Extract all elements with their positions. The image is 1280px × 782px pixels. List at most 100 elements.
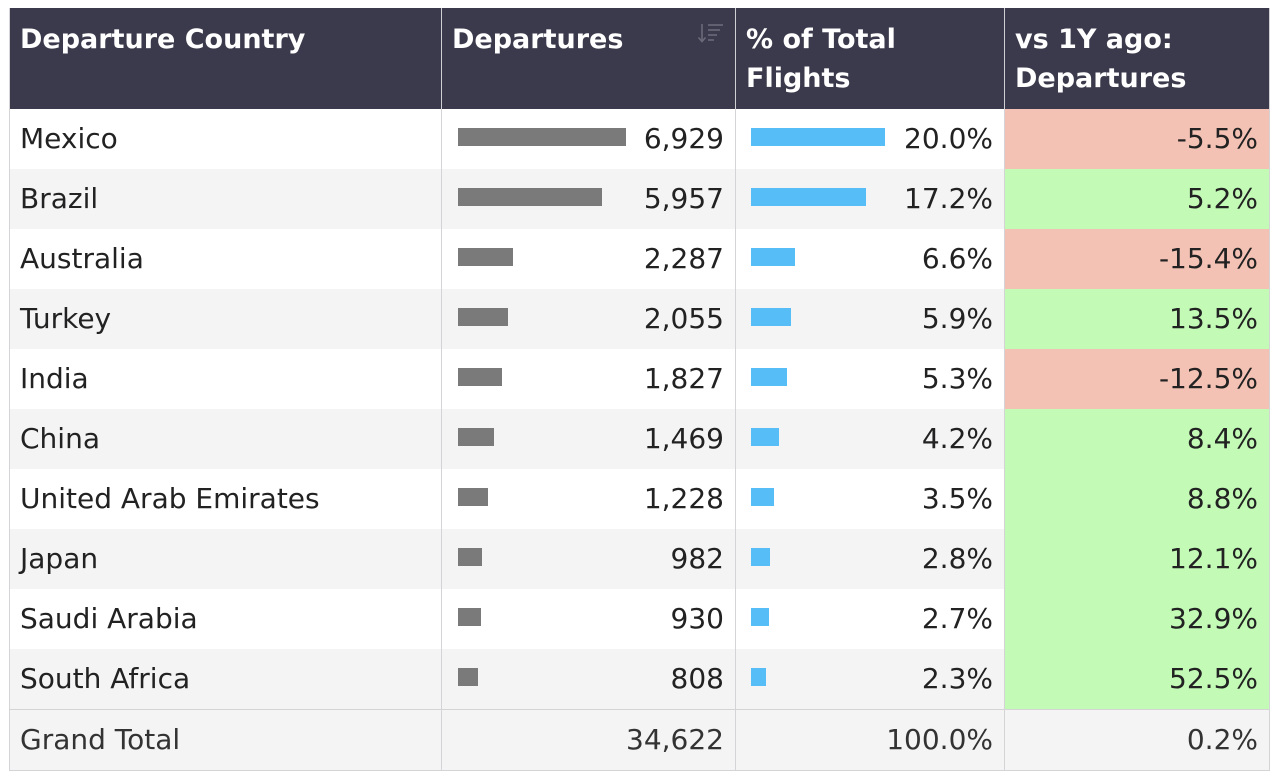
country-cell: Turkey bbox=[10, 289, 442, 349]
departures-value: 1,228 bbox=[643, 482, 724, 515]
pct-total-value: 5.9% bbox=[921, 302, 993, 335]
yoy-value: 8.8% bbox=[1186, 482, 1258, 515]
pct-total-cell: 2.7% bbox=[736, 589, 1005, 649]
departures-value: 808 bbox=[670, 662, 724, 695]
pct-total-cell: 20.0% bbox=[736, 109, 1005, 169]
departures-cell: 1,228 bbox=[442, 469, 736, 529]
pct-total-cell: 6.6% bbox=[736, 229, 1005, 289]
pct-total-value: 17.2% bbox=[904, 182, 993, 215]
departures-cell: 1,827 bbox=[442, 349, 736, 409]
pct-total-cell: 2.8% bbox=[736, 529, 1005, 589]
country-name: Saudi Arabia bbox=[20, 602, 198, 635]
header-country[interactable]: Departure Country bbox=[10, 8, 442, 109]
departures-cell: 34,622 bbox=[442, 710, 736, 770]
country-cell: India bbox=[10, 349, 442, 409]
header-pct-total[interactable]: % of Total Flights bbox=[736, 8, 1005, 109]
departures-value: 930 bbox=[670, 602, 724, 635]
departures-bar bbox=[458, 428, 494, 446]
table-row: Brazil 5,957 17.2% 5.2% bbox=[10, 169, 1270, 229]
pct-total-cell: 5.3% bbox=[736, 349, 1005, 409]
country-name: India bbox=[20, 362, 89, 395]
pct-total-value: 6.6% bbox=[921, 242, 993, 275]
table-row: Turkey 2,055 5.9% 13.5% bbox=[10, 289, 1270, 349]
pct-total-bar bbox=[751, 608, 770, 626]
grand-total-row: Grand Total 34,622 100.0% 0.2% bbox=[10, 709, 1270, 770]
header-pct-total-label: % of Total Flights bbox=[746, 24, 896, 94]
departures-bar bbox=[458, 488, 488, 506]
sort-descending-icon[interactable] bbox=[697, 22, 725, 44]
country-cell: Australia bbox=[10, 229, 442, 289]
country-name: China bbox=[20, 422, 100, 455]
yoy-cell: 0.2% bbox=[1005, 710, 1270, 770]
country-cell: United Arab Emirates bbox=[10, 469, 442, 529]
departures-cell: 808 bbox=[442, 649, 736, 709]
pct-total-cell: 3.5% bbox=[736, 469, 1005, 529]
table-header: Departure Country Departures % of Total Fl… bbox=[10, 8, 1270, 109]
country-name: Japan bbox=[20, 542, 99, 575]
country-cell: South Africa bbox=[10, 649, 442, 709]
grand-total-label: Grand Total bbox=[20, 723, 181, 756]
table-row: Saudi Arabia 930 2.7% 32.9% bbox=[10, 589, 1270, 649]
pct-total-value: 20.0% bbox=[904, 122, 993, 155]
table-row: Mexico 6,929 20.0% -5.5% bbox=[10, 109, 1270, 169]
departures-bar bbox=[458, 608, 481, 626]
departures-value: 2,287 bbox=[643, 242, 724, 275]
yoy-value: 13.5% bbox=[1169, 302, 1258, 335]
country-cell: Saudi Arabia bbox=[10, 589, 442, 649]
pct-total-value: 2.7% bbox=[921, 602, 993, 635]
table-row: China 1,469 4.2% 8.4% bbox=[10, 409, 1270, 469]
departures-bar bbox=[458, 368, 503, 386]
yoy-value: -12.5% bbox=[1158, 362, 1258, 395]
pct-total-value: 3.5% bbox=[921, 482, 993, 515]
departures-cell: 1,469 bbox=[442, 409, 736, 469]
departures-bar bbox=[458, 668, 478, 686]
country-name: United Arab Emirates bbox=[20, 482, 320, 515]
departures-bar bbox=[458, 248, 514, 266]
pct-total-cell: 4.2% bbox=[736, 409, 1005, 469]
pct-total-cell: 17.2% bbox=[736, 169, 1005, 229]
yoy-value: 32.9% bbox=[1169, 602, 1258, 635]
pct-total-bar bbox=[751, 668, 767, 686]
departures-bar bbox=[458, 308, 508, 326]
departures-bar bbox=[458, 548, 482, 566]
departures-value: 2,055 bbox=[643, 302, 724, 335]
pct-total-value: 4.2% bbox=[921, 422, 993, 455]
country-name: Turkey bbox=[20, 302, 112, 335]
header-yoy[interactable]: vs 1Y ago: Departures bbox=[1005, 8, 1270, 109]
yoy-cell: 13.5% bbox=[1005, 289, 1270, 349]
yoy-cell: 12.1% bbox=[1005, 529, 1270, 589]
yoy-value: -15.4% bbox=[1158, 242, 1258, 275]
pct-total-bar bbox=[751, 428, 780, 446]
pct-total-bar bbox=[751, 488, 775, 506]
country-cell: Grand Total bbox=[10, 710, 442, 770]
country-name: Mexico bbox=[20, 122, 118, 155]
header-yoy-label: vs 1Y ago: Departures bbox=[1015, 24, 1187, 94]
pct-total-bar bbox=[751, 188, 867, 206]
yoy-value: 12.1% bbox=[1169, 542, 1258, 575]
yoy-cell: -15.4% bbox=[1005, 229, 1270, 289]
country-cell: China bbox=[10, 409, 442, 469]
header-departures[interactable]: Departures bbox=[442, 8, 736, 109]
table-row: Japan 982 2.8% 12.1% bbox=[10, 529, 1270, 589]
departures-table: Departure Country Departures % of Total Fl… bbox=[9, 8, 1270, 771]
departures-value: 6,929 bbox=[643, 122, 724, 155]
pct-total-value: 2.3% bbox=[921, 662, 993, 695]
yoy-cell: -12.5% bbox=[1005, 349, 1270, 409]
departures-cell: 982 bbox=[442, 529, 736, 589]
departures-value: 34,622 bbox=[626, 723, 724, 756]
pct-total-bar bbox=[751, 368, 787, 386]
pct-total-value: 5.3% bbox=[921, 362, 993, 395]
yoy-value: -5.5% bbox=[1176, 122, 1258, 155]
table-row: India 1,827 5.3% -12.5% bbox=[10, 349, 1270, 409]
yoy-cell: -5.5% bbox=[1005, 109, 1270, 169]
yoy-value: 0.2% bbox=[1186, 723, 1258, 756]
yoy-cell: 52.5% bbox=[1005, 649, 1270, 709]
departures-cell: 930 bbox=[442, 589, 736, 649]
pct-total-value: 100.0% bbox=[886, 723, 993, 756]
pct-total-cell: 5.9% bbox=[736, 289, 1005, 349]
pct-total-value: 2.8% bbox=[921, 542, 993, 575]
country-name: Brazil bbox=[20, 182, 99, 215]
pct-total-cell: 100.0% bbox=[736, 710, 1005, 770]
yoy-value: 52.5% bbox=[1169, 662, 1258, 695]
departures-cell: 2,287 bbox=[442, 229, 736, 289]
